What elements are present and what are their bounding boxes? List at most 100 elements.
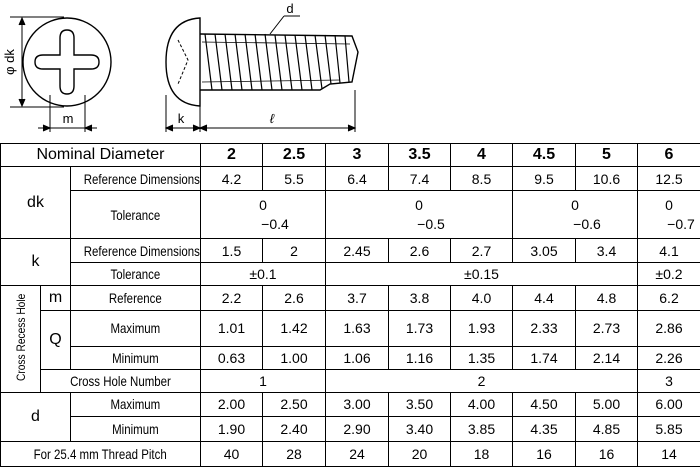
table-cell: 2.14 (576, 346, 638, 369)
table-cell: Cross Hole Number (41, 369, 201, 392)
cell-text: 4.00 (468, 396, 495, 412)
cell-text: 2 (227, 146, 236, 163)
cell-text: 0.63 (218, 350, 245, 366)
table-cell: Minimum (71, 346, 201, 369)
table-cell: 2.73 (576, 311, 638, 347)
cell-text: Reference Dimensions (84, 171, 200, 187)
table-cell: Minimum (71, 416, 201, 441)
table-cell: 2.45 (326, 239, 389, 263)
cell-text: 4 (477, 146, 486, 163)
table-cell: 1.06 (326, 346, 389, 369)
cell-text: 6 (665, 146, 674, 163)
table-cell: 3.50 (389, 392, 451, 416)
table-cell: 16 (576, 441, 638, 466)
table-cell: 1.90 (201, 416, 263, 441)
cell-text: 1.06 (343, 350, 370, 366)
cell-text: 40 (224, 446, 240, 462)
table-cell: 2.5 (263, 144, 326, 167)
tolerance-upper: 0 (638, 196, 700, 215)
table-cell: 2.6 (263, 286, 326, 311)
table-cell: 1.63 (326, 311, 389, 347)
table-cell: 4.50 (513, 392, 576, 416)
table-cell: Q (41, 311, 71, 370)
table-cell: 3.5 (389, 144, 451, 167)
cell-text: 1 (259, 373, 267, 389)
table-cell: 2.40 (263, 416, 326, 441)
table-cell: 0−0.6 (513, 191, 638, 239)
cell-text: 4.8 (597, 290, 616, 306)
cell-text: 2.45 (343, 243, 370, 259)
cell-text: 3.7 (347, 290, 366, 306)
table-cell: 2.86 (638, 311, 700, 347)
tolerance-lower: −0.6 (513, 215, 637, 234)
table-cell: 3.4 (576, 239, 638, 263)
table-cell: 8.5 (451, 167, 513, 191)
cell-text: 2.33 (530, 320, 557, 336)
cell-text: 4.50 (530, 396, 557, 412)
cell-text: 1.63 (343, 320, 370, 336)
table-cell: 4.35 (513, 416, 576, 441)
table-cell: 9.5 (513, 167, 576, 191)
table-cell: 2.00 (201, 392, 263, 416)
cell-text: Cross Hole Number (70, 373, 171, 389)
table-cell: 2 (263, 239, 326, 263)
label-l: ℓ (270, 111, 275, 126)
table-cell: k (1, 239, 71, 286)
cell-text: 2.6 (410, 243, 429, 259)
table-cell: 4.2 (201, 167, 263, 191)
cell-text: Minimum (112, 421, 159, 437)
table-cell: 1.16 (389, 346, 451, 369)
screw-drawing: φ dk m d k ℓ (0, 0, 700, 143)
cell-text: 4.1 (659, 243, 678, 259)
table-cell: 40 (201, 441, 263, 466)
cell-text: 1.93 (468, 320, 495, 336)
table-cell: Cross Recess Hole (1, 286, 41, 393)
dim-d (270, 16, 300, 34)
cell-text: 2.90 (343, 421, 370, 437)
cell-text: ±0.15 (464, 266, 499, 282)
label-m: m (63, 111, 74, 126)
table-cell: 2 (326, 369, 638, 392)
table-cell: 2.33 (513, 311, 576, 347)
cell-text: 3.50 (406, 396, 433, 412)
table-cell: 18 (451, 441, 513, 466)
dim-k-l (166, 90, 355, 132)
table-cell: 2 (201, 144, 263, 167)
table-cell: 3.7 (326, 286, 389, 311)
cell-text: 28 (286, 446, 302, 462)
cell-text: Tolerance (111, 207, 161, 223)
cell-text: 1.00 (280, 350, 307, 366)
table-cell: 1.5 (201, 239, 263, 263)
label-phi-dk: φ dk (2, 49, 17, 75)
cell-text: 16 (536, 446, 552, 462)
table-cell: Nominal Diameter (1, 144, 201, 167)
table-cell: 5.5 (263, 167, 326, 191)
cell-text: 2.00 (218, 396, 245, 412)
cell-text: 2.7 (472, 243, 491, 259)
cell-text: 1.90 (218, 421, 245, 437)
table-cell: 0−0.7 (638, 191, 700, 239)
table-cell: 28 (263, 441, 326, 466)
cell-text: 2 (478, 373, 486, 389)
table-cell: 2.90 (326, 416, 389, 441)
table-cell: 1.93 (451, 311, 513, 347)
table-cell: 1.74 (513, 346, 576, 369)
table-cell: 4.85 (576, 416, 638, 441)
cell-text: 10.6 (593, 171, 620, 187)
cell-text: d (31, 408, 40, 425)
table-row: Tolerance±0.1±0.15±0.2 (1, 263, 700, 286)
cell-text: Reference Dimensions (84, 243, 200, 259)
cell-text: 4.4 (534, 290, 553, 306)
recess-hidden (178, 40, 188, 84)
cell-text: 4.35 (530, 421, 557, 437)
table-cell: 6 (638, 144, 700, 167)
cell-text: 2.2 (222, 290, 241, 306)
table-cell: m (41, 286, 71, 311)
table-cell: 3.85 (451, 416, 513, 441)
table-cell: 1.00 (263, 346, 326, 369)
cell-text: dk (27, 194, 44, 211)
